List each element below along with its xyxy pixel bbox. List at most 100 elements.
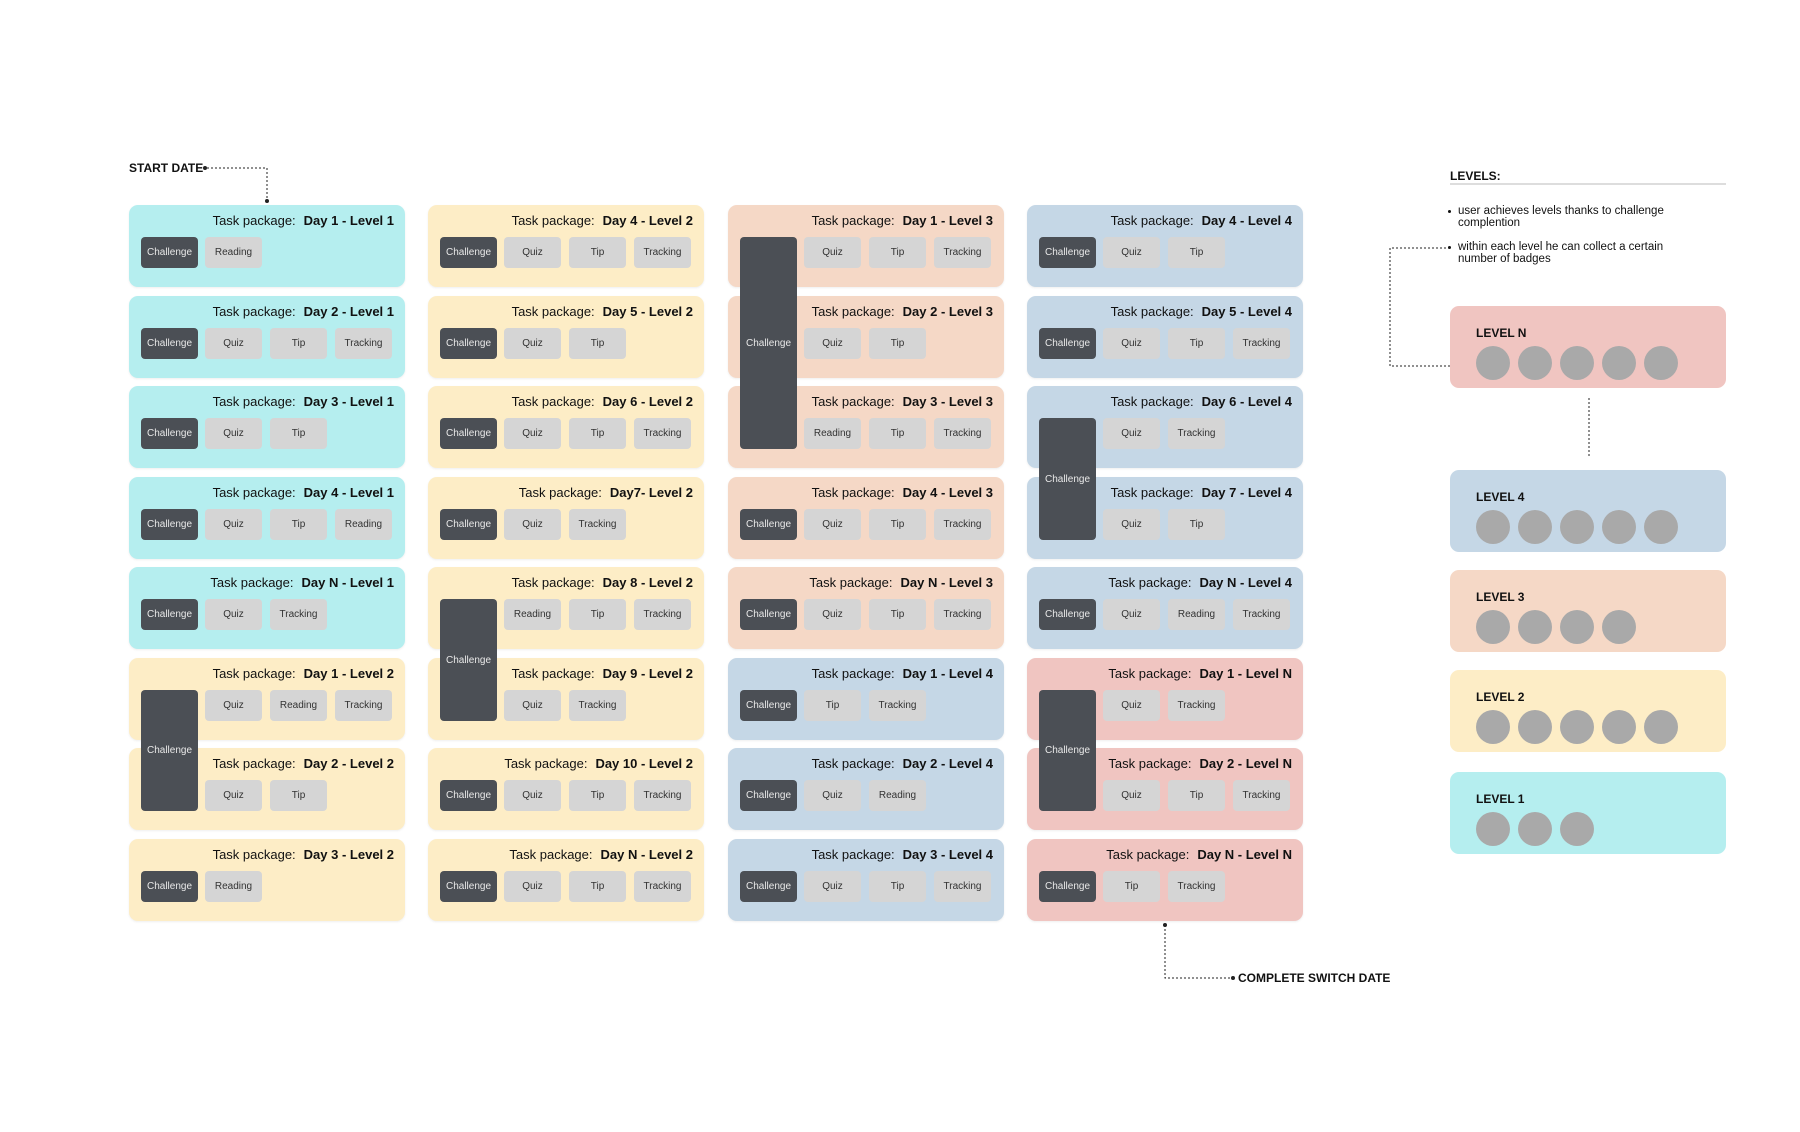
merged-challenge-button[interactable]: Challenge: [440, 599, 497, 721]
merged-challenge-button[interactable]: Challenge: [740, 237, 797, 449]
task-tracking-button[interactable]: Tracking: [335, 690, 392, 721]
task-quiz-button[interactable]: Quiz: [205, 418, 262, 449]
task-tip-button[interactable]: Tip: [569, 780, 626, 811]
task-quiz-button[interactable]: Quiz: [804, 509, 861, 540]
task-tracking-button[interactable]: Tracking: [634, 418, 691, 449]
merged-challenge-button[interactable]: Challenge: [141, 690, 198, 811]
task-tracking-button[interactable]: Tracking: [1168, 690, 1225, 721]
merged-challenge-button[interactable]: Challenge: [1039, 418, 1096, 540]
task-reading-button[interactable]: Reading: [270, 690, 327, 721]
task-quiz-button[interactable]: Quiz: [504, 690, 561, 721]
task-quiz-button[interactable]: Quiz: [504, 237, 561, 268]
task-tracking-button[interactable]: Tracking: [1233, 780, 1290, 811]
task-tip-button[interactable]: Tip: [569, 328, 626, 359]
task-tracking-button[interactable]: Tracking: [270, 599, 327, 630]
task-tip-button[interactable]: Tip: [869, 328, 926, 359]
task-tracking-button[interactable]: Tracking: [934, 237, 991, 268]
challenge-button[interactable]: Challenge: [1039, 599, 1096, 630]
challenge-button[interactable]: Challenge: [740, 509, 797, 540]
task-tip-button[interactable]: Tip: [1168, 328, 1225, 359]
task-quiz-button[interactable]: Quiz: [504, 509, 561, 540]
task-tracking-button[interactable]: Tracking: [1233, 599, 1290, 630]
task-tracking-button[interactable]: Tracking: [634, 599, 691, 630]
task-tip-button[interactable]: Tip: [569, 237, 626, 268]
task-tracking-button[interactable]: Tracking: [934, 599, 991, 630]
task-tracking-button[interactable]: Tracking: [634, 871, 691, 902]
task-tracking-button[interactable]: Tracking: [1168, 871, 1225, 902]
task-tip-button[interactable]: Tip: [869, 418, 926, 449]
task-quiz-button[interactable]: Quiz: [504, 780, 561, 811]
task-quiz-button[interactable]: Quiz: [1103, 599, 1160, 630]
task-quiz-button[interactable]: Quiz: [804, 780, 861, 811]
task-tracking-button[interactable]: Tracking: [634, 237, 691, 268]
task-tip-button[interactable]: Tip: [270, 328, 327, 359]
challenge-button[interactable]: Challenge: [1039, 237, 1096, 268]
task-quiz-button[interactable]: Quiz: [504, 328, 561, 359]
task-tip-button[interactable]: Tip: [270, 509, 327, 540]
task-quiz-button[interactable]: Quiz: [504, 418, 561, 449]
task-tip-button[interactable]: Tip: [1168, 780, 1225, 811]
challenge-button[interactable]: Challenge: [141, 237, 198, 268]
task-quiz-button[interactable]: Quiz: [205, 328, 262, 359]
task-tracking-button[interactable]: Tracking: [934, 418, 991, 449]
challenge-button[interactable]: Challenge: [440, 328, 497, 359]
task-tip-button[interactable]: Tip: [869, 871, 926, 902]
task-quiz-button[interactable]: Quiz: [804, 328, 861, 359]
task-tip-button[interactable]: Tip: [869, 509, 926, 540]
task-quiz-button[interactable]: Quiz: [1103, 328, 1160, 359]
task-tracking-button[interactable]: Tracking: [569, 690, 626, 721]
merged-challenge-button[interactable]: Challenge: [1039, 690, 1096, 811]
task-quiz-button[interactable]: Quiz: [804, 237, 861, 268]
task-quiz-button[interactable]: Quiz: [1103, 237, 1160, 268]
task-reading-button[interactable]: Reading: [869, 780, 926, 811]
challenge-button[interactable]: Challenge: [740, 871, 797, 902]
task-reading-button[interactable]: Reading: [1168, 599, 1225, 630]
task-quiz-button[interactable]: Quiz: [205, 690, 262, 721]
task-tracking-button[interactable]: Tracking: [934, 509, 991, 540]
challenge-button[interactable]: Challenge: [440, 780, 497, 811]
challenge-button[interactable]: Challenge: [141, 509, 198, 540]
task-quiz-button[interactable]: Quiz: [804, 871, 861, 902]
task-tracking-button[interactable]: Tracking: [569, 509, 626, 540]
task-quiz-button[interactable]: Quiz: [504, 871, 561, 902]
challenge-button[interactable]: Challenge: [740, 780, 797, 811]
task-reading-button[interactable]: Reading: [504, 599, 561, 630]
task-quiz-button[interactable]: Quiz: [205, 509, 262, 540]
challenge-button[interactable]: Challenge: [740, 599, 797, 630]
task-tip-button[interactable]: Tip: [869, 599, 926, 630]
task-quiz-button[interactable]: Quiz: [1103, 780, 1160, 811]
task-tip-button[interactable]: Tip: [1103, 871, 1160, 902]
challenge-button[interactable]: Challenge: [141, 328, 198, 359]
task-tracking-button[interactable]: Tracking: [934, 871, 991, 902]
task-reading-button[interactable]: Reading: [205, 871, 262, 902]
task-tracking-button[interactable]: Tracking: [634, 780, 691, 811]
task-tip-button[interactable]: Tip: [1168, 237, 1225, 268]
task-tip-button[interactable]: Tip: [569, 418, 626, 449]
challenge-button[interactable]: Challenge: [440, 871, 497, 902]
challenge-button[interactable]: Challenge: [141, 599, 198, 630]
challenge-button[interactable]: Challenge: [141, 418, 198, 449]
task-tracking-button[interactable]: Tracking: [869, 690, 926, 721]
task-quiz-button[interactable]: Quiz: [1103, 690, 1160, 721]
task-reading-button[interactable]: Reading: [205, 237, 262, 268]
task-tip-button[interactable]: Tip: [804, 690, 861, 721]
task-reading-button[interactable]: Reading: [335, 509, 392, 540]
challenge-button[interactable]: Challenge: [740, 690, 797, 721]
challenge-button[interactable]: Challenge: [440, 509, 497, 540]
challenge-button[interactable]: Challenge: [1039, 328, 1096, 359]
task-tracking-button[interactable]: Tracking: [335, 328, 392, 359]
task-quiz-button[interactable]: Quiz: [205, 599, 262, 630]
challenge-button[interactable]: Challenge: [440, 418, 497, 449]
challenge-button[interactable]: Challenge: [141, 871, 198, 902]
task-tip-button[interactable]: Tip: [1168, 509, 1225, 540]
task-tip-button[interactable]: Tip: [569, 599, 626, 630]
challenge-button[interactable]: Challenge: [1039, 871, 1096, 902]
challenge-button[interactable]: Challenge: [440, 237, 497, 268]
task-quiz-button[interactable]: Quiz: [1103, 418, 1160, 449]
task-quiz-button[interactable]: Quiz: [205, 780, 262, 811]
task-tip-button[interactable]: Tip: [270, 418, 327, 449]
task-tracking-button[interactable]: Tracking: [1233, 328, 1290, 359]
task-reading-button[interactable]: Reading: [804, 418, 861, 449]
task-tip-button[interactable]: Tip: [270, 780, 327, 811]
task-quiz-button[interactable]: Quiz: [804, 599, 861, 630]
